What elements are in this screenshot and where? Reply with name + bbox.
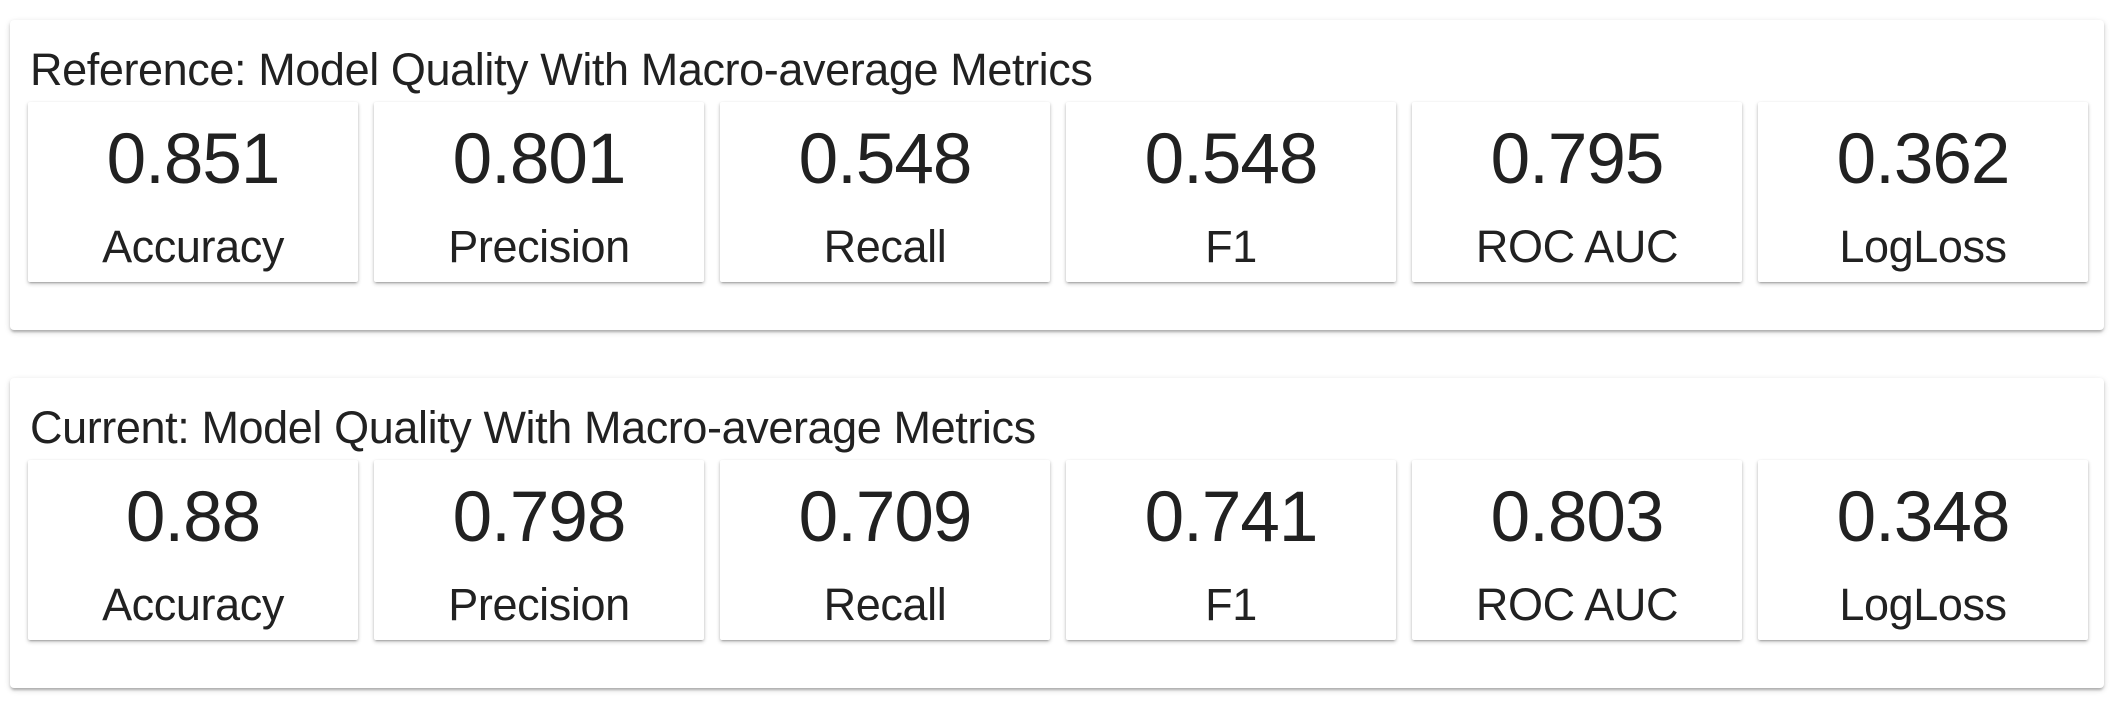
reference-metric-accuracy: 0.851 Accuracy <box>28 102 358 282</box>
reference-quality-panel: Reference: Model Quality With Macro-aver… <box>10 20 2104 330</box>
metric-label: F1 <box>1205 579 1257 630</box>
current-metric-accuracy: 0.88 Accuracy <box>28 460 358 640</box>
metric-label: F1 <box>1205 221 1257 272</box>
reference-metric-recall: 0.548 Recall <box>720 102 1050 282</box>
current-metric-recall: 0.709 Recall <box>720 460 1050 640</box>
metric-value: 0.741 <box>1144 478 1319 557</box>
metric-value: 0.88 <box>125 478 261 557</box>
metric-label: ROC AUC <box>1475 579 1679 630</box>
current-quality-panel: Current: Model Quality With Macro-averag… <box>10 378 2104 688</box>
metric-label: Precision <box>448 221 630 272</box>
reference-metric-logloss: 0.362 LogLoss <box>1758 102 2088 282</box>
metric-label: LogLoss <box>1839 221 2007 272</box>
metric-label: LogLoss <box>1839 579 2007 630</box>
metric-value: 0.362 <box>1836 120 2011 199</box>
reference-panel-title: Reference: Model Quality With Macro-aver… <box>30 44 1093 95</box>
metric-label: Accuracy <box>102 221 284 272</box>
metric-value: 0.851 <box>106 120 281 199</box>
reference-metric-f1: 0.548 F1 <box>1066 102 1396 282</box>
metric-label: Recall <box>823 221 947 272</box>
metric-value: 0.348 <box>1836 478 2011 557</box>
current-metric-precision: 0.798 Precision <box>374 460 704 640</box>
metric-label: Recall <box>823 579 947 630</box>
current-metric-logloss: 0.348 LogLoss <box>1758 460 2088 640</box>
reference-metric-roc-auc: 0.795 ROC AUC <box>1412 102 1742 282</box>
metric-value: 0.801 <box>452 120 627 199</box>
metric-value: 0.548 <box>1144 120 1319 199</box>
metric-label: Accuracy <box>102 579 284 630</box>
metric-value: 0.803 <box>1490 478 1665 557</box>
current-panel-title: Current: Model Quality With Macro-averag… <box>30 402 1036 453</box>
metric-label: ROC AUC <box>1475 221 1679 272</box>
metric-value: 0.795 <box>1490 120 1665 199</box>
metric-value: 0.709 <box>798 478 973 557</box>
reference-metric-precision: 0.801 Precision <box>374 102 704 282</box>
current-metric-f1: 0.741 F1 <box>1066 460 1396 640</box>
reference-metrics-row: 0.851 Accuracy 0.801 Precision 0.548 Rec… <box>28 102 2088 282</box>
current-metrics-row: 0.88 Accuracy 0.798 Precision 0.709 Reca… <box>28 460 2088 640</box>
metric-label: Precision <box>448 579 630 630</box>
current-metric-roc-auc: 0.803 ROC AUC <box>1412 460 1742 640</box>
metric-value: 0.798 <box>452 478 627 557</box>
metric-value: 0.548 <box>798 120 973 199</box>
